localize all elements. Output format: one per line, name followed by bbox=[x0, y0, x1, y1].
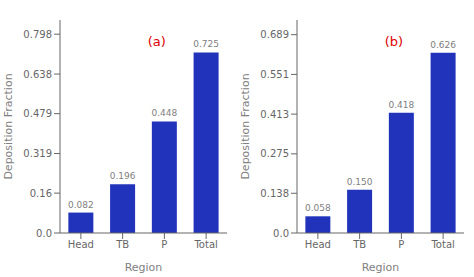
svg-text:0.16: 0.16 bbox=[30, 188, 52, 199]
svg-text:0.418: 0.418 bbox=[388, 100, 414, 110]
html-text:(b): (b) bbox=[384, 33, 404, 49]
svg-text:0.138: 0.138 bbox=[260, 188, 289, 199]
svg-text:0.551: 0.551 bbox=[260, 69, 289, 80]
svg-text:0.725: 0.725 bbox=[193, 39, 219, 49]
svg-text:0.626: 0.626 bbox=[430, 40, 456, 50]
svg-text:0.150: 0.150 bbox=[347, 177, 373, 187]
svg-text:0.413: 0.413 bbox=[260, 109, 289, 120]
svg-text:Deposition Fraction: Deposition Fraction bbox=[239, 73, 252, 179]
svg-text:TB: TB bbox=[115, 239, 129, 250]
svg-text:P: P bbox=[398, 239, 404, 250]
svg-text:Head: Head bbox=[305, 239, 331, 250]
svg-text:0.448: 0.448 bbox=[151, 108, 177, 118]
svg-text:0.319: 0.319 bbox=[23, 148, 52, 159]
html-text:(a): (a) bbox=[147, 33, 166, 49]
svg-text:0.275: 0.275 bbox=[260, 148, 289, 159]
svg-text:Deposition Fraction: Deposition Fraction bbox=[2, 73, 15, 179]
svg-text:0.0: 0.0 bbox=[36, 228, 52, 239]
svg-text:Total: Total bbox=[430, 239, 454, 250]
svg-text:0.082: 0.082 bbox=[68, 200, 94, 210]
svg-text:Total: Total bbox=[193, 239, 217, 250]
svg-text:0.0: 0.0 bbox=[273, 228, 289, 239]
svg-text:Region: Region bbox=[362, 261, 400, 274]
svg-text:0.058: 0.058 bbox=[305, 203, 331, 213]
svg-text:0.479: 0.479 bbox=[23, 108, 52, 119]
svg-text:Head: Head bbox=[68, 239, 94, 250]
svg-text:TB: TB bbox=[352, 239, 366, 250]
svg-text:0.196: 0.196 bbox=[110, 171, 136, 181]
svg-text:Region: Region bbox=[125, 261, 163, 274]
svg-text:P: P bbox=[161, 239, 167, 250]
svg-text:0.689: 0.689 bbox=[260, 29, 289, 40]
svg-text:0.638: 0.638 bbox=[23, 69, 52, 80]
svg-text:0.798: 0.798 bbox=[23, 29, 52, 40]
